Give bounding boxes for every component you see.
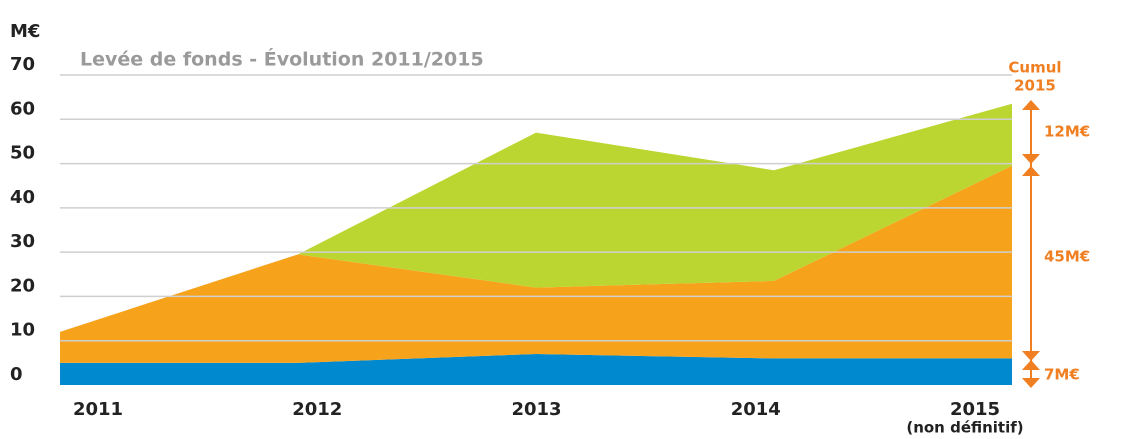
y-tick-label: 70 <box>10 54 35 75</box>
y-tick-label: 30 <box>10 231 35 252</box>
note: (non définitif) <box>906 419 1023 437</box>
y-tick-label: 20 <box>10 275 35 296</box>
chart-title: Levée de fonds - Évolution 2011/2015 <box>80 48 484 71</box>
x-tick-label: 2013 <box>511 399 561 420</box>
y-tick-label: 40 <box>10 187 35 208</box>
area <box>60 165 1012 363</box>
y-tick-label: 50 <box>10 143 35 164</box>
annotation: 45M€ <box>1044 248 1090 266</box>
x-tick-label: 2015 <box>950 399 1000 420</box>
y-tick-label: 10 <box>10 320 35 341</box>
bracket <box>1022 100 1040 388</box>
x-tick-label: 2011 <box>73 399 123 420</box>
annotation: Cumul <box>1008 59 1061 77</box>
area <box>60 103 1012 332</box>
y-tick-label: 60 <box>10 98 35 119</box>
plot-area <box>60 103 1012 385</box>
y-axis-label: M€ <box>10 21 40 42</box>
annotation: 7M€ <box>1044 366 1080 384</box>
area <box>60 354 1012 385</box>
annotation: 2015 <box>1014 77 1056 95</box>
annotation: 12M€ <box>1044 123 1090 141</box>
x-tick-label: 2012 <box>292 399 342 420</box>
y-tick-label: 0 <box>10 364 23 385</box>
x-tick-label: 2014 <box>731 399 781 420</box>
